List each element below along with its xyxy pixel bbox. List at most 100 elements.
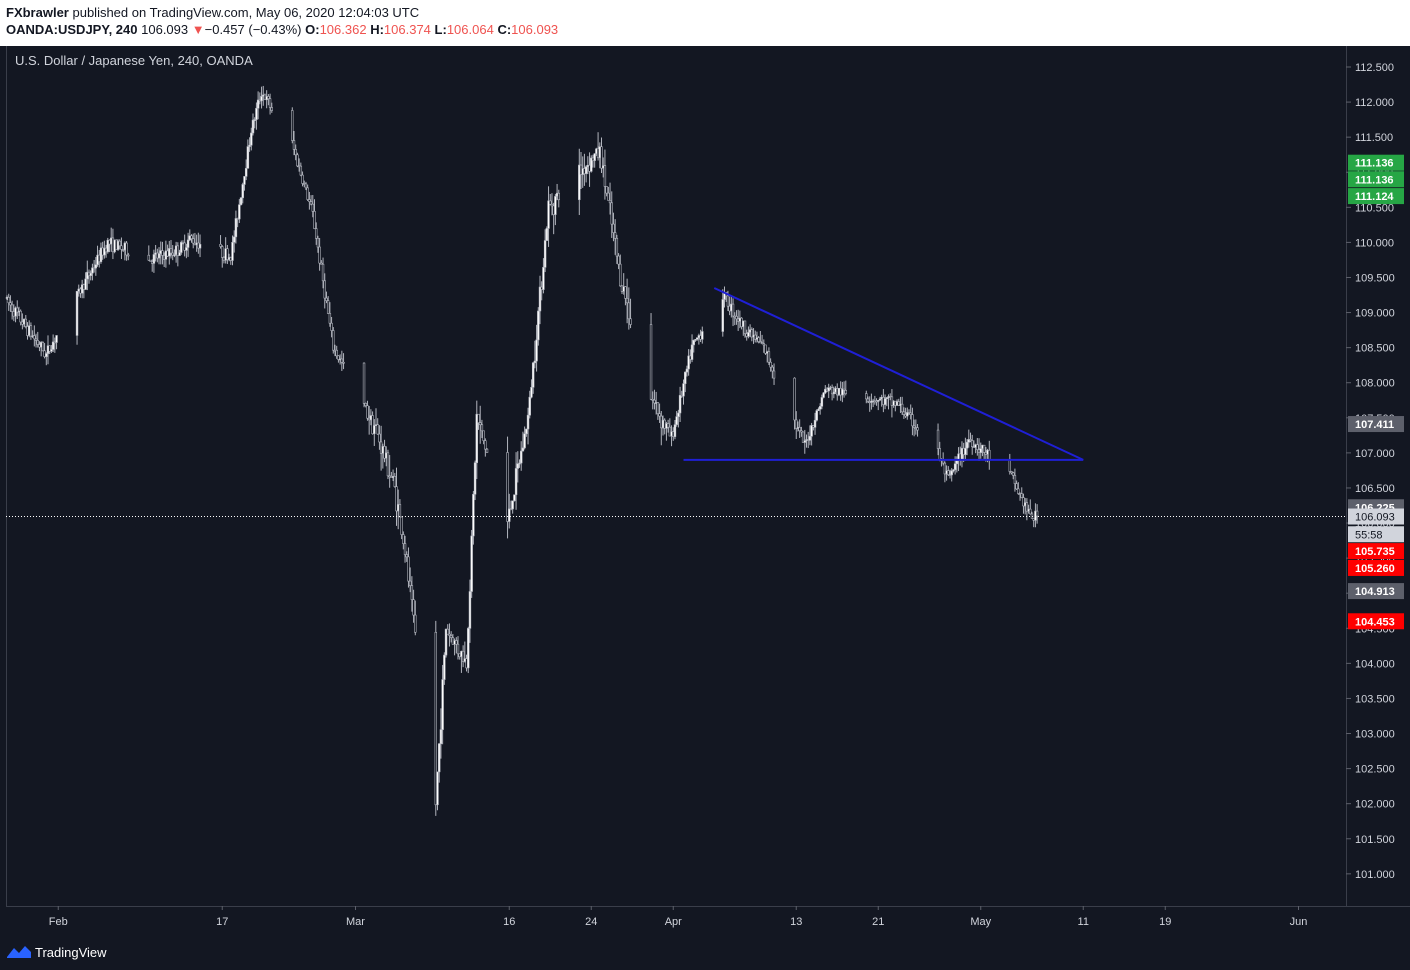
candle-body [479, 422, 482, 426]
x-tick-label: 13 [790, 916, 802, 928]
candle-body [318, 246, 321, 264]
candle-body [906, 412, 909, 417]
candle-body [530, 386, 533, 398]
candle-body [950, 470, 953, 476]
candle-body [798, 427, 801, 431]
candle-body [48, 345, 51, 352]
candle-body [685, 368, 689, 373]
candle-body [1035, 510, 1039, 517]
tradingview-logo[interactable]: TradingView [6, 944, 107, 960]
candle-body [470, 535, 473, 592]
candle-body [767, 351, 771, 363]
candle-body [554, 196, 557, 215]
candle-body [900, 403, 904, 413]
candle-body [255, 107, 258, 120]
candle-body [866, 398, 870, 402]
candle-body [449, 635, 453, 638]
candle-body [41, 342, 45, 352]
x-tick-label: Feb [49, 916, 68, 928]
candle-body [1013, 475, 1017, 484]
candle-body [306, 187, 309, 200]
candle-body [844, 390, 847, 394]
candle-body [979, 448, 982, 453]
x-tick-label: 24 [585, 916, 597, 928]
candle-body [658, 413, 661, 417]
candle-body [190, 235, 193, 239]
candle-body [603, 165, 607, 187]
candle-body [467, 628, 470, 669]
candle-body [173, 254, 176, 256]
candle-body [600, 146, 603, 169]
candle-body [400, 516, 403, 535]
price-axis-label-bg [1348, 543, 1404, 560]
price-chart[interactable]: U.S. Dollar / Japanese Yen, 240, OANDA 10… [0, 46, 1410, 935]
candle-body [33, 335, 36, 340]
brand-label: TradingView [35, 944, 107, 960]
candle-body [509, 508, 513, 511]
candle-body [176, 245, 180, 256]
candle-body [330, 322, 333, 331]
candle-body [315, 228, 318, 239]
candle-body [615, 237, 619, 257]
candle-body [171, 252, 174, 256]
chart-frame[interactable]: U.S. Dollar / Japanese Yen, 240, OANDA 10… [0, 46, 1410, 935]
candle-body [291, 110, 294, 141]
y-tick-label: 112.000 [1355, 97, 1394, 109]
candle-body [818, 406, 822, 410]
candle-body [694, 339, 697, 341]
candle-body [7, 297, 10, 304]
candle-body [313, 211, 316, 229]
y-tick-label: 109.000 [1355, 308, 1395, 320]
candle-body [813, 419, 817, 428]
symbol-label[interactable]: OANDA:USDJPY, 240 [6, 22, 138, 37]
candle-body [147, 254, 150, 261]
published-text: published on TradingView.com, May 06, 20… [72, 5, 420, 20]
candle-body [292, 140, 296, 150]
candle-body [407, 556, 410, 582]
candle-body [772, 370, 776, 379]
candle-body [608, 200, 612, 204]
candle-body [514, 468, 518, 496]
candle-body [941, 460, 945, 464]
candle-body [395, 486, 398, 512]
candle-body [912, 425, 916, 428]
candle-body [624, 286, 627, 299]
price-axis-label-bg [1348, 154, 1404, 171]
candle-body [328, 313, 332, 324]
candle-body [762, 343, 765, 346]
author-name[interactable]: FXbrawler [6, 5, 69, 20]
candle-body [795, 419, 798, 429]
candle-body [533, 360, 537, 364]
candle-body [938, 448, 941, 460]
candle-body [1010, 471, 1013, 474]
candle-body [169, 248, 173, 254]
candle-body [897, 401, 900, 406]
price-axis-label-bg [1348, 416, 1404, 433]
candle-body [759, 341, 762, 344]
y-tick-label: 102.000 [1355, 799, 1395, 811]
candle-body [590, 157, 593, 172]
candle-body [743, 320, 747, 334]
candle-body [364, 403, 367, 406]
candle-body [953, 463, 957, 471]
ohlc-line: OANDA:USDJPY, 240 106.093 ▼−0.457 (−0.43… [6, 22, 558, 37]
candle-body [19, 310, 22, 323]
candle-body [531, 362, 535, 388]
candle-body [549, 200, 552, 205]
candle-body [971, 440, 974, 448]
candle-body [955, 460, 959, 465]
candle-body [250, 132, 253, 146]
candle-body [192, 238, 195, 244]
candle-body [721, 299, 724, 332]
candle-body [91, 267, 94, 274]
candle-body [405, 554, 408, 558]
candle-body [535, 339, 538, 362]
candle-body [248, 144, 251, 147]
candle-body [885, 397, 888, 399]
price-axis-label: 111.136 [1355, 174, 1394, 186]
candle-body [619, 263, 622, 287]
candle-body [268, 98, 272, 108]
candle-body [412, 599, 415, 616]
candle-body [815, 410, 818, 421]
candle-body [335, 349, 338, 357]
